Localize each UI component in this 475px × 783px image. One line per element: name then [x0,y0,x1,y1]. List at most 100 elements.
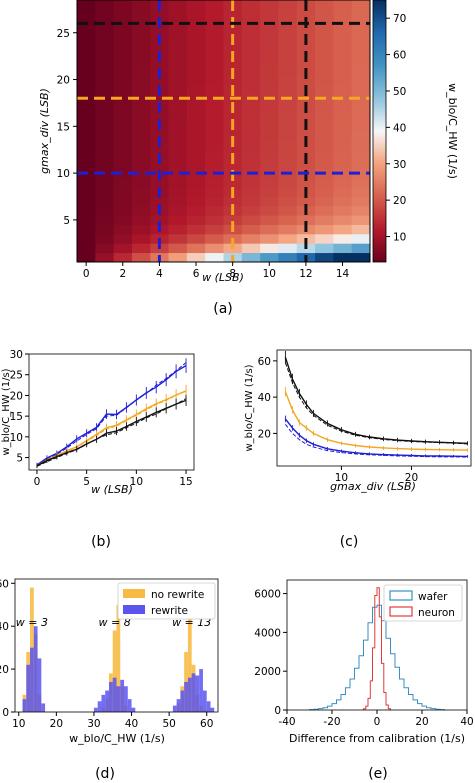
heatmap-cell [168,131,188,141]
heatmap-cell [205,56,224,66]
heatmap-cell [315,28,334,38]
heatmap-cell [278,0,298,10]
legend-label-neuron: neuron [418,607,455,619]
heatmap-cell [260,159,279,169]
heatmap-cell [333,243,353,254]
heatmap-cell [186,215,206,225]
heatmap-cell [315,196,334,207]
colorbar-tick-label: 60 [393,50,406,62]
heatmap-cell [333,131,353,141]
heatmap-cell [351,205,371,216]
panel-c-frame [276,349,472,467]
heatmap-cell [260,196,279,207]
heatmap-cell [241,37,261,48]
heatmap-cell [205,196,224,207]
heatmap-cell [315,187,334,197]
heatmap-cell [351,28,371,38]
heatmap-cell [205,84,224,94]
x-tick-label: 10 [130,476,143,488]
heatmap-cell [278,243,298,254]
heatmap-cell [150,28,169,38]
series-line-blue-solid [36,364,187,466]
heatmap-cell [260,74,279,85]
heatmap-cell [260,121,279,132]
y-tick-label: 0 [2,707,9,719]
heatmap-cell [168,18,188,29]
histogram-bar-no-rewrite [112,630,117,712]
heatmap-cell [113,28,133,38]
heatmap-cell [260,65,279,76]
heatmap-cell [77,140,96,151]
heatmap-cell [168,159,188,169]
legend-swatch-neuron [389,606,413,617]
heatmap-cell [168,168,188,179]
heatmap-cell [131,0,151,10]
panel-c-x-label: gmax_div (LSB) [330,480,416,493]
heatmap-cell [351,131,371,141]
heatmap-cell [315,84,334,94]
heatmap-cell [315,131,334,141]
heatmap-cell [113,93,133,104]
heatmap-cell [223,215,243,225]
heatmap-cell [241,205,261,216]
heatmap-cell [278,9,298,20]
panel-b-y-label: w_blo/C_HW (1/s) [1,368,12,455]
colorbar-tick-label: 40 [393,122,406,134]
heatmap-cell [113,215,133,225]
heatmap-cell [241,0,261,10]
heatmap-cell [315,0,334,10]
heatmap-cell [150,131,169,141]
x-tick-label: 0 [34,476,41,488]
heatmap-cell [260,9,279,20]
heatmap-cell [131,84,151,94]
heatmap-cell [260,224,279,235]
series-line-black-dashed [36,398,187,467]
heatmap-cell [168,9,188,20]
heatmap-cell [168,93,188,104]
heatmap-cell [241,121,261,132]
heatmap-cell [186,224,206,235]
heatmap-cell [351,84,371,94]
heatmap-frame [76,0,371,263]
heatmap-cell [131,37,151,48]
colorbar-tick-label: 70 [393,13,406,25]
heatmap-cell [351,0,371,10]
series-line-black-dashed [284,362,468,445]
x-tick-label: 10 [263,268,276,280]
heatmap-cell [351,215,371,225]
heatmap-cell [113,74,133,85]
panel-d-x-ticks: 10 20 30 40 50 60 [12,712,213,730]
colorbar: 10 20 30 40 50 60 70 w_blo/C_HW (1/s) [372,0,459,263]
heatmap-cell [168,121,188,132]
panel-e-legend: wafer neuron [383,584,463,622]
panel-d-bars [22,587,215,712]
panel-c: 10 20 20 40 60 gmax_div (LSB) w_blo/C_HW (1… [244,349,472,550]
heatmap-cell [241,28,261,38]
panel-c-y-ticks: 20 40 60 [258,356,277,440]
panel-d-frame [14,578,219,713]
heatmap-cell [351,46,371,57]
heatmap-cell [241,233,261,244]
heatmap-cell [315,215,334,225]
x-tick-label: 2 [119,268,126,280]
heatmap-cell [168,215,188,225]
x-tick-label: 20 [415,716,428,728]
heatmap-cell [150,112,169,123]
heatmap-cell [113,168,133,179]
histogram-bar-rewrite [187,677,192,712]
heatmap-cell [113,84,133,94]
heatmap-cell [150,74,169,85]
heatmap-cell [351,168,371,179]
heatmap-cell [168,187,188,197]
heatmap-cell [241,84,261,94]
heatmap-cell [113,9,133,20]
heatmap-cell [351,243,371,254]
heatmap-cell [205,233,224,244]
heatmap-cell [95,243,115,254]
y-tick-label: 2000 [254,666,281,678]
heatmap-cell [296,131,316,141]
heatmap-cell [315,112,334,123]
heatmap-cell [95,46,115,57]
heatmap-cell [77,149,96,160]
heatmap-cell [260,131,279,141]
